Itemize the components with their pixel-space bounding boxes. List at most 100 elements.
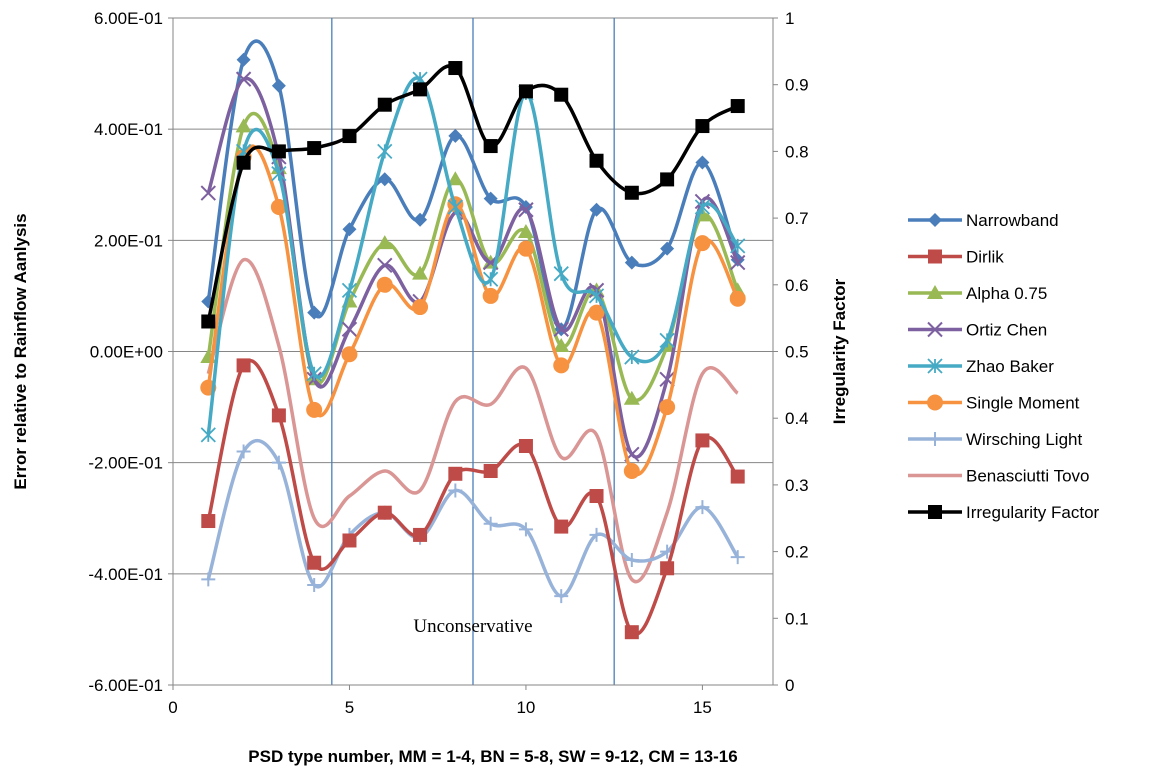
legend: Narrowband Dirlik Alpha 0.75 Ortiz Chen Zhao… [908,211,1100,522]
point-zhao-baker-12 [588,288,605,304]
y2-tick-label-7: 0.7 [785,209,809,228]
point-irregularity-factor-7 [413,82,428,97]
point-narrowband-13 [624,255,639,270]
line-benasciutti-tovo [206,258,739,584]
point-dirlik-13 [624,625,639,640]
point-irregularity-factor-14 [660,172,675,187]
point-narrowband-12 [589,202,604,217]
legend-item-narrowband: Narrowband [908,211,1059,230]
point-ortiz-chen-1 [200,185,217,201]
point-wirsching-light-15 [695,500,710,515]
point-single-moment-7 [412,299,429,316]
legend-marker-ortiz-chen [927,321,943,338]
series-single-moment [200,144,746,480]
tick-labels: -6.00E-01 -4.00E-01 -2.00E-01 0.00E+00 2.00E… [88,9,808,717]
point-irregularity-factor-11 [554,87,569,102]
y-tick-label-6: 6.00E-01 [94,9,163,28]
legend-item-alpha-0-75: Alpha 0.75 [908,284,1047,303]
point-alpha-0-75-7 [412,265,429,280]
x-tick-label-3: 15 [693,698,712,717]
y2-tick-label-3: 0.3 [785,476,809,495]
point-irregularity-factor-13 [624,185,639,200]
point-dirlik-11 [554,519,569,534]
point-wirsching-light-2 [236,444,251,459]
point-ortiz-chen-2 [235,71,252,87]
point-alpha-0-75-6 [376,235,393,250]
point-irregularity-factor-15 [695,119,710,134]
point-zhao-baker-11 [553,266,569,282]
y-tick-label-3: 0.00E+00 [90,343,163,362]
point-wirsching-light-4 [307,577,322,592]
point-narrowband-2 [236,52,251,67]
y-axis-title: Error relative to Rainflow Aanlysis [11,213,30,489]
legend-item-ortiz-chen: Ortiz Chen [908,321,1047,340]
legend-label-wirsching-light: Wirsching Light [966,430,1082,449]
y2-tick-label-6: 0.6 [785,276,809,295]
x-tick-label-0: 0 [168,698,177,717]
point-single-moment-15 [694,235,711,252]
series-group [200,39,746,640]
point-ortiz-chen-6 [377,257,393,274]
point-irregularity-factor-12 [589,153,604,168]
point-irregularity-factor-3 [271,144,286,159]
point-narrowband-5 [342,222,357,237]
point-irregularity-factor-4 [307,141,322,156]
point-zhao-baker-1 [200,427,216,443]
point-narrowband-14 [660,241,675,256]
point-wirsching-light-9 [483,516,498,531]
point-zhao-baker-5 [341,282,358,298]
series-narrowband [201,39,745,337]
point-irregularity-factor-6 [377,97,392,112]
legend-label-zhao-baker: Zhao Baker [966,357,1054,376]
legend-marker-zhao-baker [927,358,943,374]
point-wirsching-light-10 [518,522,533,537]
point-alpha-0-75-11 [553,337,570,352]
point-dirlik-1 [201,514,216,529]
x-tick-label-2: 10 [516,698,535,717]
point-irregularity-factor-16 [730,99,745,114]
point-zhao-baker-16 [730,238,746,254]
y2-tick-label-10: 1 [785,9,794,28]
point-single-moment-16 [729,290,746,307]
y-tick-label-1: -4.00E-01 [88,565,163,584]
point-zhao-baker-14 [659,332,675,349]
point-irregularity-factor-5 [342,129,357,144]
point-zhao-baker-9 [483,271,499,287]
point-dirlik-8 [448,466,463,481]
legend-label-dirlik: Dirlik [966,248,1004,267]
y2-tick-label-9: 0.9 [785,76,809,95]
point-dirlik-6 [377,505,392,520]
point-ortiz-chen-10 [518,202,534,218]
point-zhao-baker-8 [447,199,463,215]
y2-tick-label-8: 0.8 [785,142,809,161]
series-irregularity-factor [201,61,745,329]
legend-marker-alpha-0-75 [927,285,943,299]
legend-label-benasciutti-tovo: Benasciutti Tovo [966,467,1089,486]
point-dirlik-14 [660,561,675,576]
y-tick-label-4: 2.00E-01 [94,231,163,250]
line-wirsching-light [206,438,740,598]
point-narrowband-3 [271,78,286,93]
y2-tick-label-0: 0 [785,676,794,695]
point-wirsching-light-13 [624,552,639,567]
line-dirlik [206,358,740,636]
series-benasciutti-tovo [206,258,739,584]
point-ortiz-chen-16 [729,254,746,271]
legend-label-narrowband: Narrowband [966,211,1059,230]
legend-marker-dirlik [928,249,942,264]
point-single-moment-10 [517,240,534,257]
point-irregularity-factor-8 [448,61,463,76]
point-ortiz-chen-11 [553,321,569,337]
legend-item-wirsching-light: Wirsching Light [908,430,1082,449]
point-irregularity-factor-9 [483,139,498,154]
point-dirlik-4 [307,555,322,570]
point-zhao-baker-4 [306,366,322,382]
y-tick-label-2: -2.00E-01 [88,454,163,473]
point-narrowband-6 [377,172,392,187]
point-irregularity-factor-2 [236,155,251,170]
legend-marker-wirsching-light [928,432,942,446]
legend-marker-narrowband [928,213,942,227]
point-narrowband-15 [695,155,710,170]
legend-label-irregularity-factor: Irregularity Factor [966,503,1100,522]
